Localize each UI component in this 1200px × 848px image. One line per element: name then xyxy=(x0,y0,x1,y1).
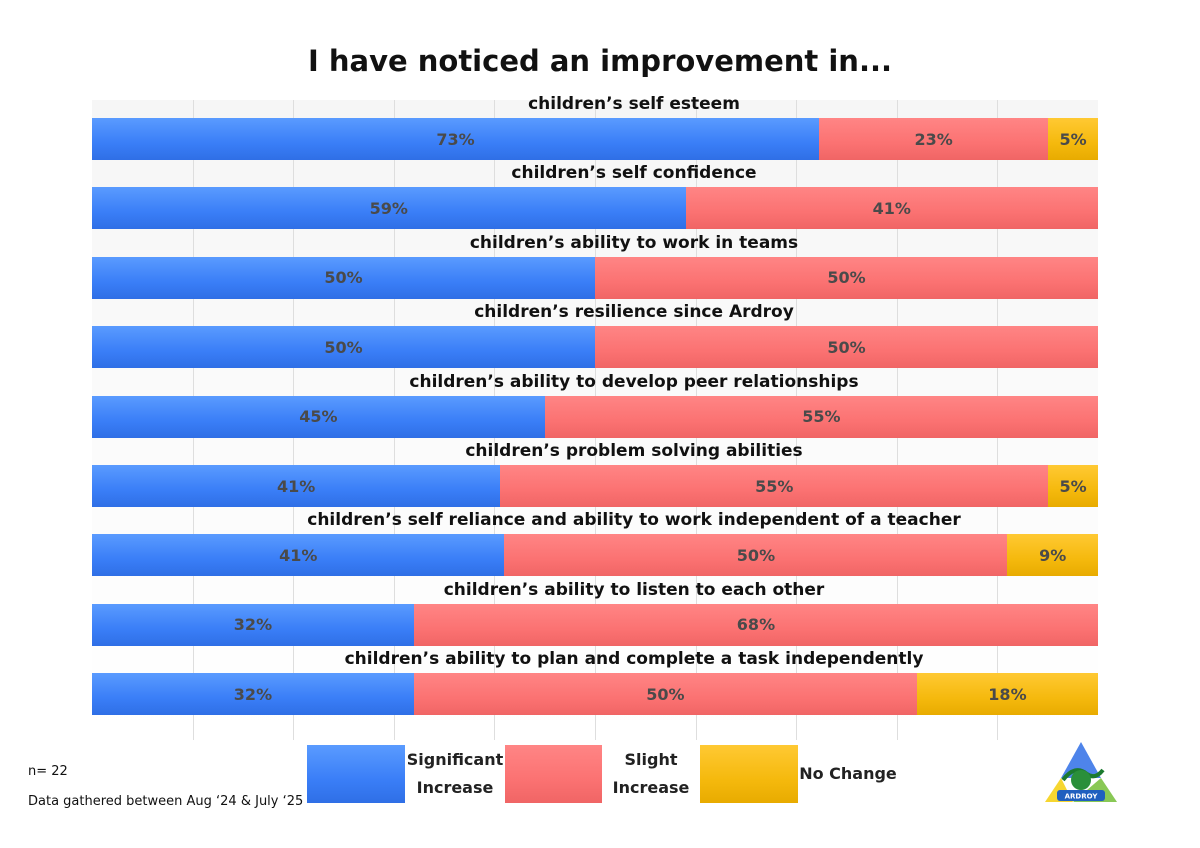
bar-row: 50% 50% xyxy=(92,256,1098,299)
bar-segment-significant-increase: 41% xyxy=(92,465,501,507)
bar-row: 32% 50% 18% xyxy=(92,673,1098,716)
bar-segment-no-change: 5% xyxy=(1048,118,1098,160)
legend-swatch-significant-increase xyxy=(307,745,405,803)
bar-segment-slight-increase: 68% xyxy=(413,603,1098,646)
logo-text: ARDROY xyxy=(1065,793,1099,801)
legend-label-significant-increase: Significant Increase xyxy=(406,750,504,797)
bar-row: 32% 68% xyxy=(92,603,1098,646)
bar-row: 50% 50% xyxy=(92,326,1098,369)
bar-segment-slight-increase: 55% xyxy=(500,465,1049,507)
bar-row: 41% 50% 9% xyxy=(92,534,1098,577)
category-label: children’s ability to listen to each oth… xyxy=(443,579,825,600)
sample-size-note: n= 22 xyxy=(28,764,68,779)
bar-segment-significant-increase: 32% xyxy=(92,603,414,646)
bar-segment-slight-increase: 50% xyxy=(504,534,1008,577)
category-label: children’s ability to plan and complete … xyxy=(344,649,924,670)
legend-label-slight-increase: Slight Increase xyxy=(612,750,690,797)
legend-swatch-no-change xyxy=(700,745,798,803)
bar-segment-significant-increase: 45% xyxy=(92,395,545,438)
bar-segment-significant-increase: 32% xyxy=(92,673,414,716)
bar-segment-significant-increase: 73% xyxy=(92,118,820,160)
bar-row: 45% 55% xyxy=(92,395,1098,438)
bar-segment-slight-increase: 41% xyxy=(685,187,1098,230)
bar-row: 41% 55% 5% xyxy=(92,465,1098,507)
ardroy-logo: ARDROY xyxy=(1043,740,1119,806)
bar-segment-significant-increase: 59% xyxy=(92,187,686,230)
bar-segment-slight-increase: 50% xyxy=(413,673,917,716)
category-label: children’s ability to develop peer relat… xyxy=(409,371,859,392)
bar-row: 59% 41% xyxy=(92,187,1098,230)
category-label: children’s self reliance and ability to … xyxy=(307,510,961,531)
bar-segment-slight-increase: 50% xyxy=(595,256,1098,299)
bar-row: 73% 23% 5% xyxy=(92,118,1098,160)
bar-segment-slight-increase: 50% xyxy=(595,326,1098,369)
category-label: children’s self esteem xyxy=(528,94,740,114)
bar-segment-no-change: 5% xyxy=(1048,465,1098,507)
bar-segment-no-change: 9% xyxy=(1007,534,1098,577)
data-period-note: Data gathered between Aug ‘24 & July ‘25 xyxy=(28,794,304,809)
chart-title: I have noticed an improvement in... xyxy=(307,44,892,78)
bar-segment-significant-increase: 41% xyxy=(92,534,505,577)
category-label: children’s ability to work in teams xyxy=(469,232,799,253)
category-label: children’s resilience since Ardroy xyxy=(474,302,794,323)
category-label: children’s problem solving abilities xyxy=(465,441,803,461)
legend-swatch-slight-increase xyxy=(505,745,602,803)
bar-segment-slight-increase: 23% xyxy=(819,118,1049,160)
bar-segment-slight-increase: 55% xyxy=(544,395,1098,438)
bar-segment-significant-increase: 50% xyxy=(92,326,595,369)
bar-segment-no-change: 18% xyxy=(916,673,1098,716)
category-label: children’s self confidence xyxy=(511,163,757,184)
legend-label-no-change: No Change xyxy=(799,764,897,783)
bar-segment-significant-increase: 50% xyxy=(92,256,595,299)
